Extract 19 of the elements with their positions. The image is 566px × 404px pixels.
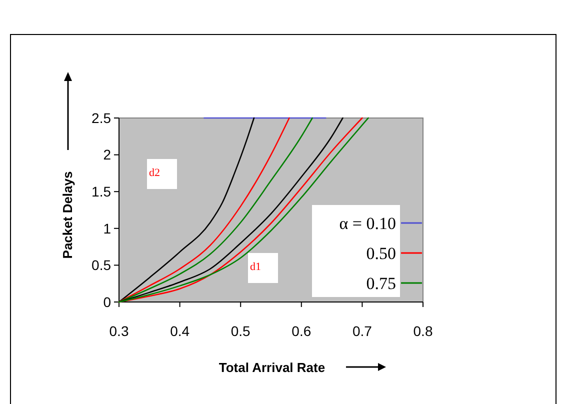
x-tick-label: 0.6	[292, 323, 312, 339]
legend-label: 0.50	[366, 244, 396, 263]
y-tick-label: 1.5	[92, 184, 112, 200]
x-tick-label: 0.8	[413, 323, 433, 339]
x-tick-label: 0.4	[170, 323, 190, 339]
y-tick-label: 2	[103, 146, 112, 163]
legend-label: α = 0.10	[339, 214, 396, 233]
x-tick-label: 0.3	[109, 323, 129, 339]
annotation: d2	[149, 167, 160, 179]
y-tick-label: 0	[103, 294, 112, 310]
annotation: d1	[250, 261, 261, 273]
legend-label: 0.75	[366, 274, 396, 293]
y-tick-label: 2.5	[92, 110, 112, 126]
y-axis-title: Packet Delays	[60, 171, 75, 259]
x-axis-title: Total Arrival Rate	[218, 360, 326, 375]
y-tick-label: 1	[103, 220, 112, 236]
x-tick-label: 0.7	[352, 323, 372, 339]
x-tick-label: 0.5	[230, 323, 251, 339]
y-tick-label: 0.5	[92, 257, 112, 274]
